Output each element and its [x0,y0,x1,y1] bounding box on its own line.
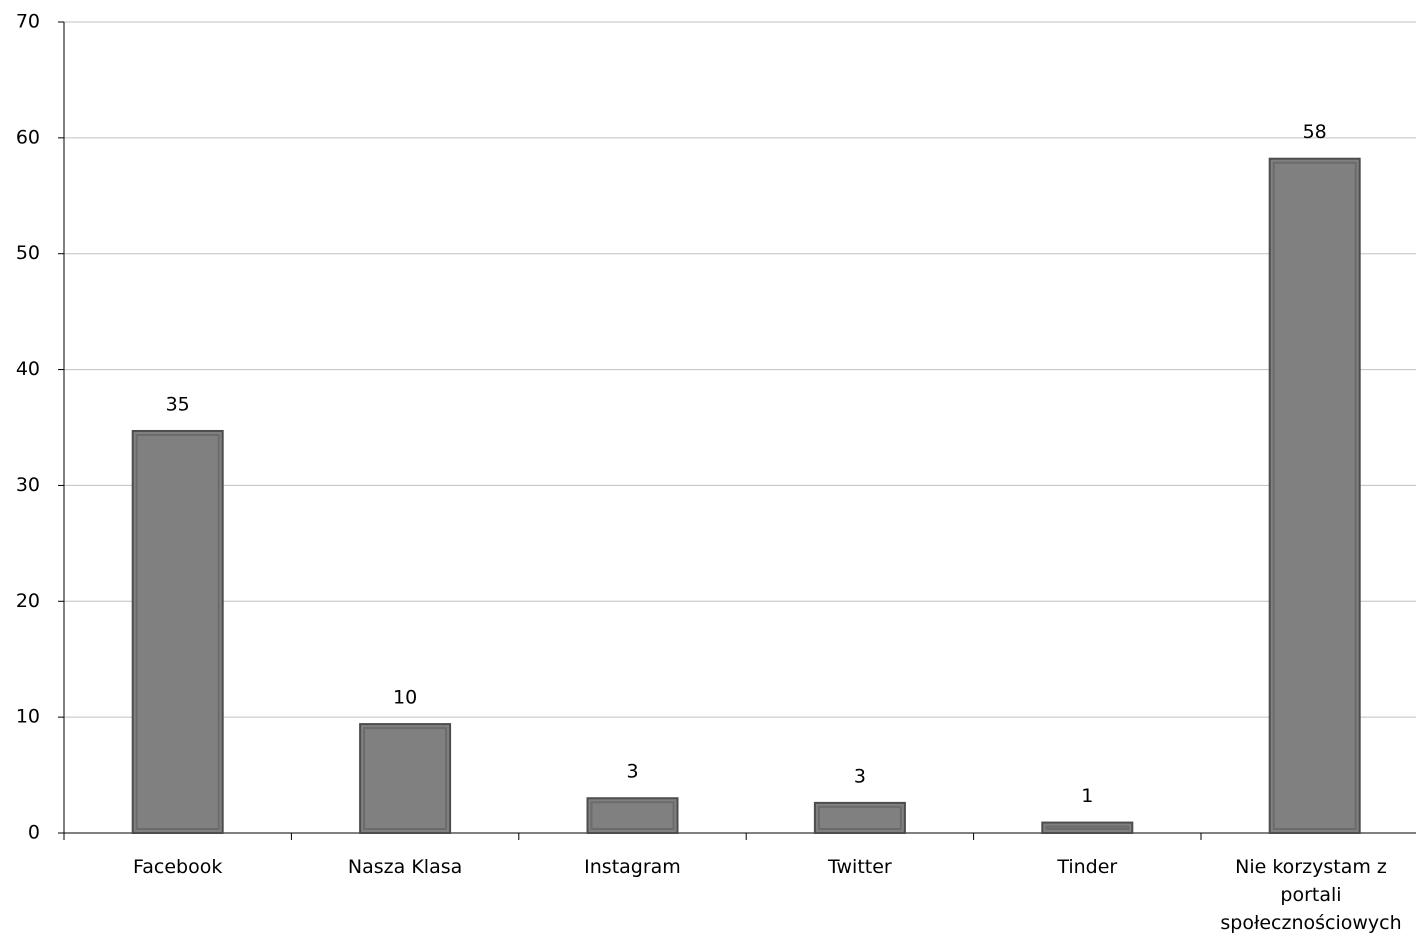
y-tick-label: 60 [16,126,40,148]
y-tick-label: 20 [16,590,40,612]
bar [1268,157,1361,834]
value-label: 35 [166,393,190,415]
bar-bevel [590,801,675,831]
y-tick-label: 40 [16,358,40,380]
y-tick-label: 50 [16,242,40,264]
y-tick-label: 10 [16,706,40,728]
x-tick-label: Tinder [1057,856,1118,878]
value-label: 3 [854,765,866,787]
x-tick-label: Facebook [133,856,223,878]
bar-bevel [363,727,448,831]
value-label: 1 [1081,785,1093,807]
x-tick-label: Twitter [828,856,892,878]
y-tick-label: 30 [16,474,40,496]
bar [131,429,224,834]
bar-bevel [1272,161,1357,830]
bar [1041,821,1134,835]
bar-bevel [135,433,220,830]
bar-bevel [817,805,902,830]
value-label: 3 [626,761,638,783]
value-label: 58 [1303,121,1327,143]
bar [813,801,906,834]
y-tick-label: 70 [16,11,40,33]
x-tick-label: Nie korzystam z portali społecznościowyc… [1220,856,1402,934]
x-tick-label: Instagram [584,856,681,878]
x-tick-label: Nasza Klasa [347,856,463,878]
bar [359,723,452,835]
bar-bevel [1045,825,1130,831]
y-tick-label: 0 [28,822,40,844]
bar [586,797,679,834]
value-label: 10 [393,687,417,709]
